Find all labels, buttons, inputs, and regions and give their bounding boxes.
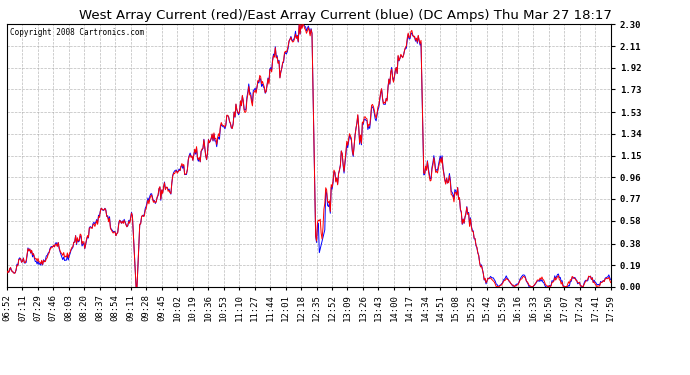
Text: West Array Current (red)/East Array Current (blue) (DC Amps) Thu Mar 27 18:17: West Array Current (red)/East Array Curr… — [79, 9, 611, 22]
Text: Copyright 2008 Cartronics.com: Copyright 2008 Cartronics.com — [10, 28, 144, 38]
